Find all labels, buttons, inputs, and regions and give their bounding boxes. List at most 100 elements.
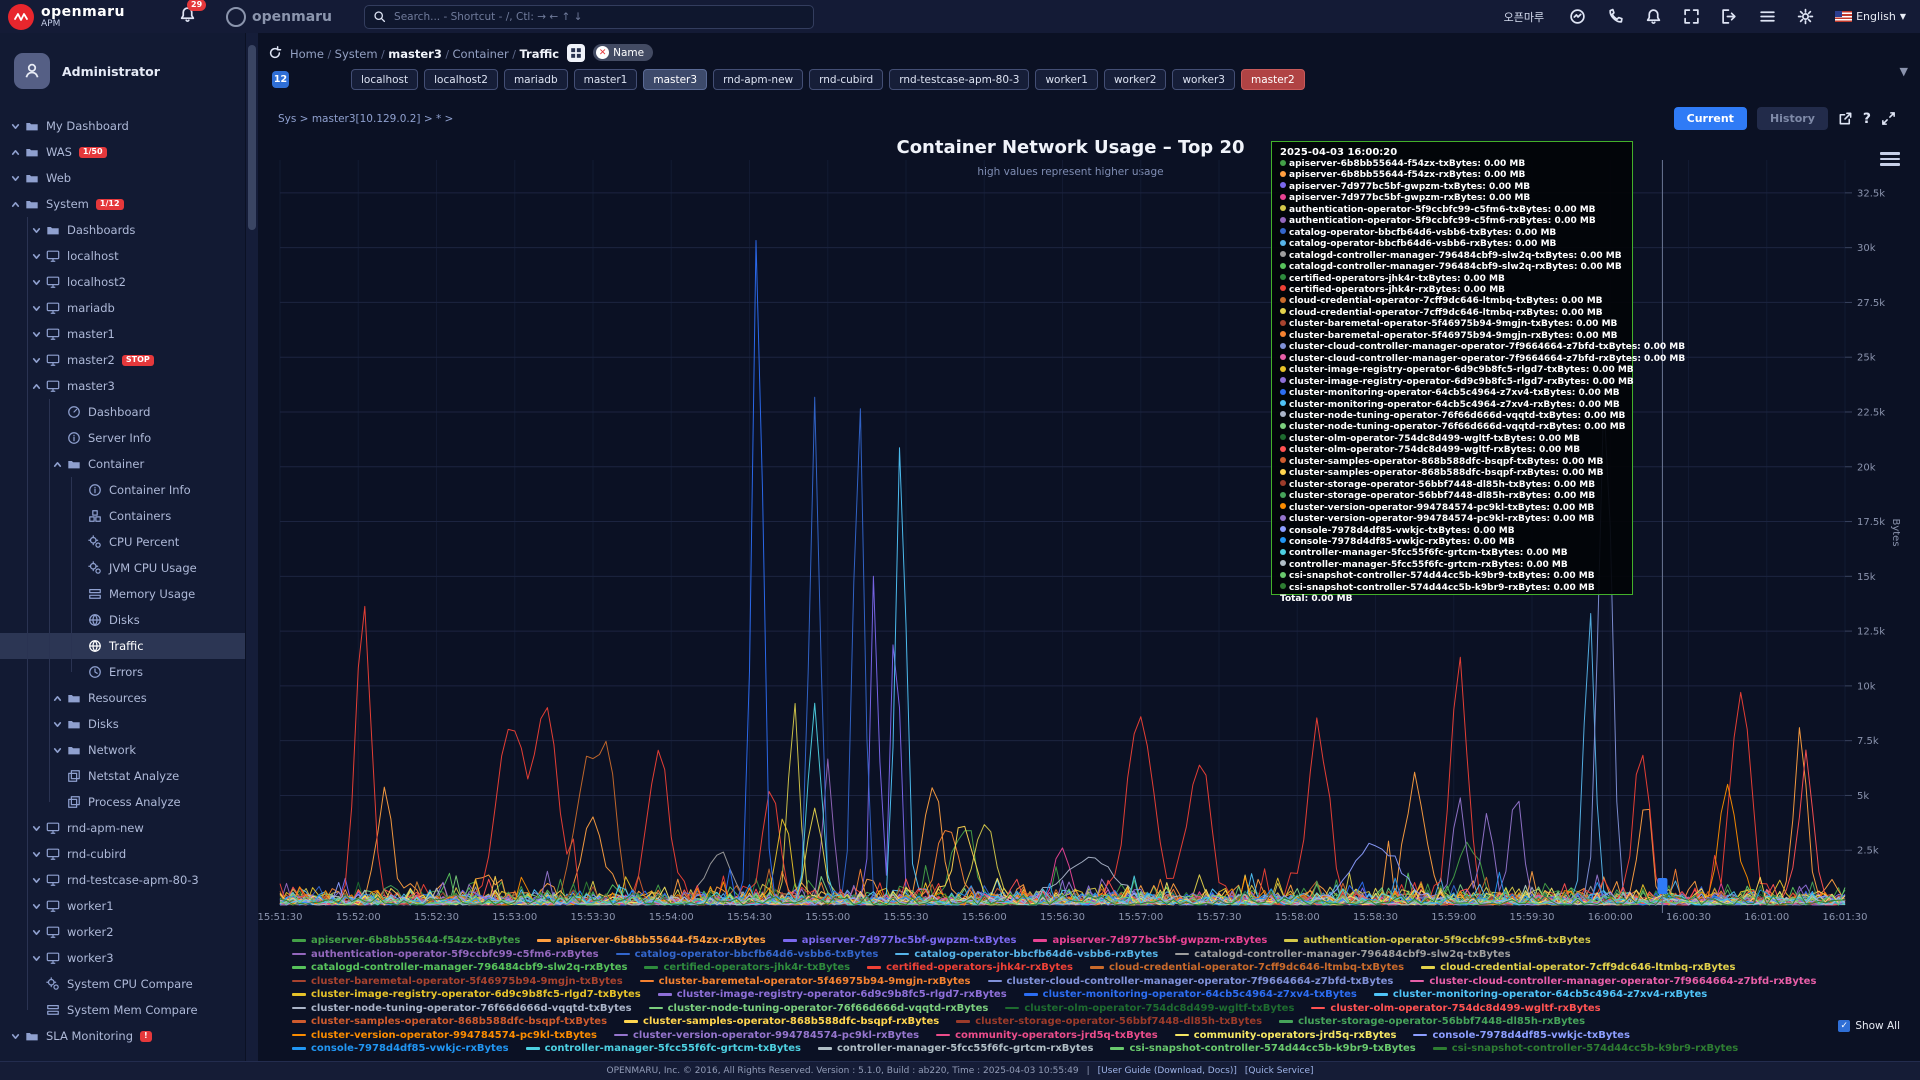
sidebar-item-dashboard[interactable]: Dashboard — [0, 399, 245, 425]
chevron-up-icon[interactable] — [52, 694, 62, 703]
search-input[interactable] — [392, 9, 806, 24]
phone-icon[interactable] — [1607, 8, 1624, 25]
breadcrumb-container[interactable]: Container — [452, 47, 509, 61]
chevron-down-icon[interactable] — [10, 122, 20, 131]
chevron-up-icon[interactable] — [10, 148, 20, 157]
host-tag-localhost[interactable]: localhost — [351, 69, 419, 90]
host-tag-mariadb[interactable]: mariadb — [503, 69, 568, 90]
chart-export-menu-icon[interactable] — [1880, 149, 1900, 169]
sidebar-item-disks[interactable]: Disks — [0, 711, 245, 737]
legend-item[interactable]: controller-manager-5fcc55f6fc-grtcm-rxBy… — [817, 1043, 1093, 1054]
host-tag-rnd-apm-new[interactable]: rnd-apm-new — [713, 69, 804, 90]
legend-item[interactable]: cluster-version-operator-994784574-pc9kl… — [613, 1030, 919, 1041]
legend-item[interactable]: community-operators-jrd5q-txBytes — [936, 1030, 1158, 1041]
sidebar-item-memory-usage[interactable]: Memory Usage — [0, 581, 245, 607]
sidebar-item-mariadb[interactable]: mariadb — [0, 295, 245, 321]
scrollbar-track[interactable] — [246, 33, 258, 1062]
current-button[interactable]: Current — [1673, 107, 1747, 130]
sidebar-item-server-info[interactable]: Server Info — [0, 425, 245, 451]
collapse-panel-chevron[interactable]: ▼ — [1899, 65, 1908, 78]
chevron-down-icon[interactable] — [31, 252, 41, 261]
legend-item[interactable]: apiserver-6b8bb55644-f54zx-txBytes — [292, 935, 520, 946]
sidebar-item-master1[interactable]: master1 — [0, 321, 245, 347]
sidebar-item-web[interactable]: Web — [0, 165, 245, 191]
sidebar-item-rnd-cubird[interactable]: rnd-cubird — [0, 841, 245, 867]
chevron-down-icon[interactable] — [31, 902, 41, 911]
sidebar-item-master3[interactable]: master3 — [0, 373, 245, 399]
history-button[interactable]: History — [1756, 107, 1828, 130]
sidebar-item-was[interactable]: WAS 1/50 — [0, 139, 245, 165]
chevron-down-icon[interactable] — [31, 824, 41, 833]
chevron-down-icon[interactable] — [10, 1032, 20, 1041]
sidebar-item-master2[interactable]: master2 STOP — [0, 347, 245, 373]
remove-filter-icon[interactable]: ✕ — [596, 46, 610, 59]
user-profile[interactable]: Administrator — [14, 53, 160, 89]
sidebar-item-jvm-cpu-usage[interactable]: JVM CPU Usage — [0, 555, 245, 581]
sidebar-item-cpu-percent[interactable]: CPU Percent — [0, 529, 245, 555]
legend-item[interactable]: cluster-monitoring-operator-64cb5c4964-z… — [1023, 989, 1357, 1000]
host-tag-worker1[interactable]: worker1 — [1035, 69, 1098, 90]
sidebar-item-localhost2[interactable]: localhost2 — [0, 269, 245, 295]
legend-item[interactable]: catalog-operator-bbcfb64d6-vsbb6-txBytes — [615, 949, 878, 960]
legend-item[interactable]: certified-operators-jhk4r-rxBytes — [867, 962, 1073, 973]
chevron-down-icon[interactable] — [31, 954, 41, 963]
legend-item[interactable]: catalog-operator-bbcfb64d6-vsbb6-rxBytes — [895, 949, 1158, 960]
name-filter-chip[interactable]: ✕ Name — [593, 44, 654, 61]
legend-item[interactable]: cluster-baremetal-operator-5f46975b94-9m… — [639, 976, 971, 987]
legend-item[interactable]: cluster-image-registry-operator-6d9c9b8f… — [292, 989, 641, 1000]
sidebar-item-worker3[interactable]: worker3 — [0, 945, 245, 971]
sidebar-item-my-dashboard[interactable]: My Dashboard — [0, 113, 245, 139]
settings-gear-icon[interactable] — [1797, 8, 1814, 25]
legend-item[interactable]: catalogd-controller-manager-796484cbf9-s… — [292, 962, 627, 973]
fullscreen-icon[interactable] — [1683, 8, 1700, 25]
legend-item[interactable]: cluster-version-operator-994784574-pc9kl… — [292, 1030, 597, 1041]
chevron-up-icon[interactable] — [10, 200, 20, 209]
host-tag-rnd-testcase-apm-80-3[interactable]: rnd-testcase-apm-80-3 — [889, 69, 1030, 90]
sidebar-item-system-cpu-compare[interactable]: System CPU Compare — [0, 971, 245, 997]
legend-item[interactable]: apiserver-7d977bc5bf-gwpzm-txBytes — [782, 935, 1016, 946]
legend-item[interactable]: console-7978d4df85-vwkjc-rxBytes — [292, 1043, 509, 1054]
legend-item[interactable]: cluster-node-tuning-operator-76f66d666d-… — [648, 1003, 988, 1014]
breadcrumb-master3[interactable]: master3 — [388, 47, 442, 61]
host-tag-worker3[interactable]: worker3 — [1172, 69, 1235, 90]
legend-item[interactable]: cluster-storage-operator-56bbf7448-dl85h… — [956, 1016, 1262, 1027]
sidebar-item-netstat-analyze[interactable]: Netstat Analyze — [0, 763, 245, 789]
account-name[interactable]: 오픈마루 — [1503, 10, 1545, 24]
chevron-down-icon[interactable] — [31, 928, 41, 937]
legend-item[interactable]: cluster-samples-operator-868b588dfc-bsqp… — [624, 1016, 939, 1027]
legend-item[interactable]: cloud-credential-operator-7cff9dc646-ltm… — [1089, 962, 1404, 973]
legend-item[interactable]: cluster-cloud-controller-manager-operato… — [987, 976, 1393, 987]
legend-item[interactable]: cluster-olm-operator-754dc8d499-wgltf-rx… — [1311, 1003, 1601, 1014]
sidebar-item-disks[interactable]: Disks — [0, 607, 245, 633]
sidebar-item-system-mem-compare[interactable]: System Mem Compare — [0, 997, 245, 1023]
chevron-down-icon[interactable] — [10, 174, 20, 183]
sidebar-item-errors[interactable]: Errors — [0, 659, 245, 685]
legend-item[interactable]: cluster-node-tuning-operator-76f66d666d-… — [292, 1003, 632, 1014]
legend-item[interactable]: cluster-samples-operator-868b588dfc-bsqp… — [292, 1016, 607, 1027]
legend-item[interactable]: controller-manager-5fcc55f6fc-grtcm-txBy… — [525, 1043, 801, 1054]
host-tag-worker2[interactable]: worker2 — [1103, 69, 1167, 90]
sidebar-item-system[interactable]: System 1/12 — [0, 191, 245, 217]
sidebar-item-process-analyze[interactable]: Process Analyze — [0, 789, 245, 815]
host-tag-master2[interactable]: master2 — [1240, 69, 1305, 90]
scrollbar-thumb[interactable] — [248, 45, 256, 230]
legend-item[interactable]: authentication-operator-5f9ccbfc99-c5fm6… — [1284, 935, 1591, 946]
sidebar-item-containers[interactable]: Containers — [0, 503, 245, 529]
breadcrumb-system[interactable]: System — [334, 47, 378, 61]
language-selector[interactable]: English ▼ — [1835, 10, 1906, 23]
legend-item[interactable]: catalogd-controller-manager-796484cbf9-s… — [1175, 949, 1511, 960]
sidebar-item-localhost[interactable]: localhost — [0, 243, 245, 269]
chevron-down-icon[interactable] — [31, 304, 41, 313]
sidebar-item-container[interactable]: Container — [0, 451, 245, 477]
legend-item[interactable]: certified-operators-jhk4r-txBytes — [644, 962, 850, 973]
legend-item[interactable]: authentication-operator-5f9ccbfc99-c5fm6… — [292, 949, 599, 960]
signout-icon[interactable] — [1721, 8, 1738, 25]
legend-item[interactable]: cluster-image-registry-operator-6d9c9b8f… — [657, 989, 1007, 1000]
chevron-down-icon[interactable] — [31, 226, 41, 235]
chat-icon[interactable] — [1569, 8, 1586, 25]
traffic-chart[interactable]: 15:51:30 15:52:00 15:52:30 15:53:00 15:53:30… — [258, 33, 1920, 1062]
host-tag-master3[interactable]: master3 — [643, 69, 708, 90]
quick-service-link[interactable]: [Quick Service] — [1244, 1066, 1314, 1076]
chevron-down-icon[interactable] — [31, 876, 41, 885]
sidebar-item-sla-monitoring[interactable]: SLA Monitoring! — [0, 1023, 245, 1049]
